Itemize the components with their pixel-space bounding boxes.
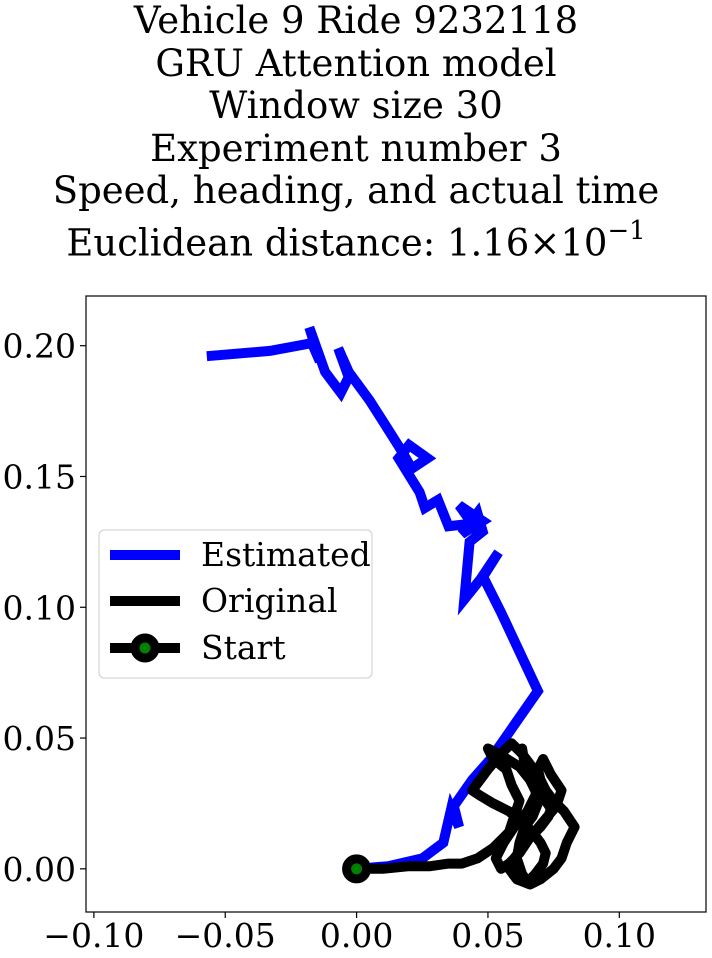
distance-prefix: Euclidean distance: xyxy=(66,220,447,264)
distance-mantissa: 1.16 xyxy=(446,220,530,264)
series-layer xyxy=(206,325,580,890)
legend-label-estimated: Estimated xyxy=(201,535,371,574)
title-line-4: Experiment number 3 xyxy=(150,126,562,170)
distance-exponent: −1 xyxy=(607,215,646,246)
x-tick-label: −0.10 xyxy=(43,916,144,955)
y-tick-label: 0.05 xyxy=(3,719,76,758)
x-tick-label: 0.05 xyxy=(451,916,524,955)
legend: Estimated Original Start xyxy=(98,529,373,679)
legend-marker-start xyxy=(130,633,160,663)
y-tick-label: 0.10 xyxy=(3,588,76,627)
series-original-line xyxy=(351,738,580,890)
legend-label-start: Start xyxy=(201,628,286,667)
x-tick-label: −0.05 xyxy=(175,916,276,955)
y-axis: 0.00 0.05 0.10 0.15 0.20 xyxy=(3,327,86,889)
legend-label-original: Original xyxy=(201,581,338,620)
title-line-1: Vehicle 9 Ride 9232118 xyxy=(133,0,579,42)
distance-times: ×10 xyxy=(529,220,608,264)
title-line-5: Speed, heading, and actual time xyxy=(52,169,660,212)
title-line-distance: Euclidean distance: 1.16×10−1 xyxy=(0,213,712,265)
y-tick-label: 0.20 xyxy=(3,327,76,366)
title-line-3: Window size 30 xyxy=(209,84,503,127)
plot-frame xyxy=(85,295,707,913)
legend-box xyxy=(98,529,373,679)
x-tick-label: 0.00 xyxy=(320,916,393,955)
x-tick-label: 0.10 xyxy=(583,916,656,955)
start-marker xyxy=(342,854,372,884)
y-tick-label: 0.15 xyxy=(3,457,76,496)
series-estimated-line xyxy=(206,325,544,874)
x-axis: −0.10 −0.05 0.00 0.05 0.10 xyxy=(43,912,656,955)
title-line-2: GRU Attention model xyxy=(155,41,557,85)
y-tick-label: 0.00 xyxy=(3,850,76,889)
chart-title: Vehicle 9 Ride 9232118 GRU Attention mod… xyxy=(0,0,712,264)
